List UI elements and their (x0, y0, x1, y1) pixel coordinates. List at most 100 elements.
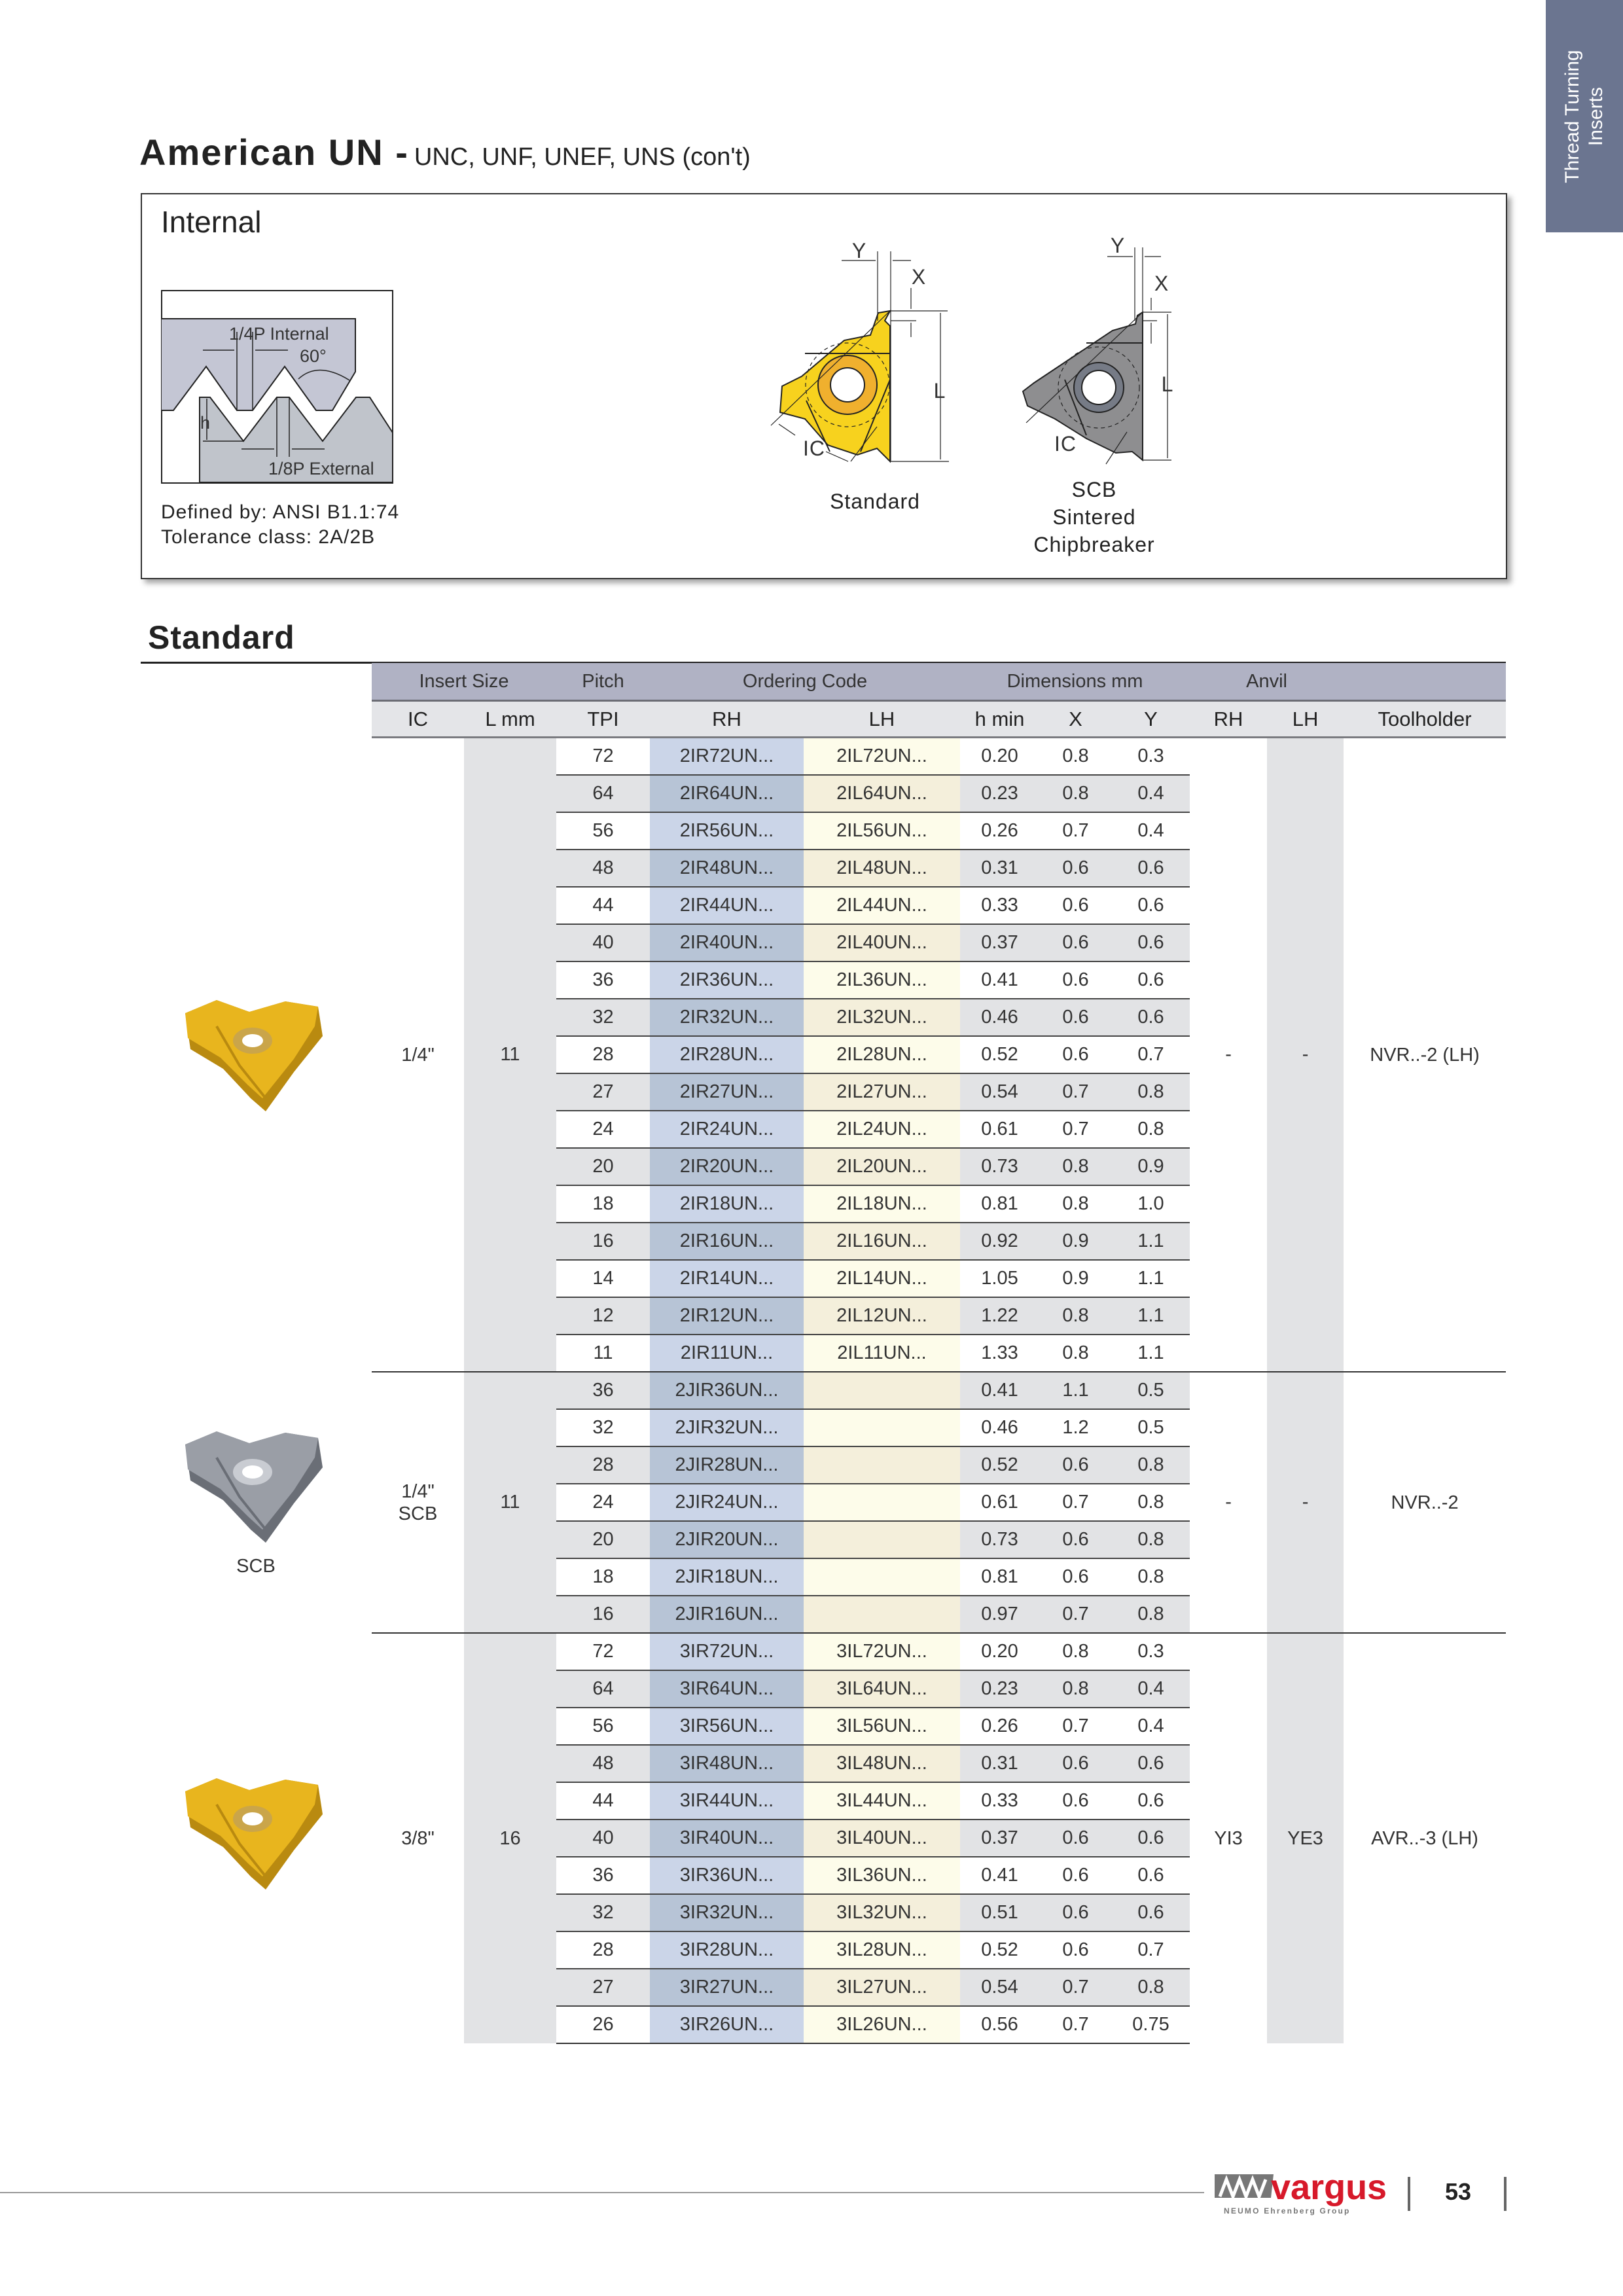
page-title: American UN - UNC, UNF, UNEF, UNS (con't) (139, 131, 751, 173)
cell-order-lh: 2IL56UN... (804, 812, 960, 850)
cell-x: 0.7 (1039, 812, 1112, 850)
column-header-y: Y (1112, 700, 1190, 738)
cell-h-min: 0.46 (960, 1408, 1039, 1446)
scb-dim-ic-label: IC (1054, 432, 1077, 456)
cell-tpi: 56 (556, 1707, 650, 1745)
cell-h-min: 0.46 (960, 998, 1039, 1036)
cell-h-min: 0.23 (960, 774, 1039, 812)
cell-x: 0.6 (1039, 998, 1112, 1036)
cell-tpi: 14 (556, 1259, 650, 1297)
cell-tpi: 16 (556, 1222, 650, 1260)
cell-order-lh: 2IL48UN... (804, 849, 960, 887)
cell-x: 0.6 (1039, 1744, 1112, 1782)
dim-l-label: L (934, 379, 946, 403)
cell-tpi: 48 (556, 1744, 650, 1782)
cell-order-rh: 2IR24UN... (650, 1110, 804, 1148)
heading-rule (141, 662, 1506, 664)
cell-h-min: 0.33 (960, 886, 1039, 924)
cell-y: 0.6 (1112, 1782, 1190, 1820)
cell-x: 0.8 (1039, 1147, 1112, 1185)
section-tab[interactable]: Thread Turning Inserts (1546, 0, 1623, 232)
cell-y: 0.6 (1112, 924, 1190, 961)
cell-x: 0.6 (1039, 924, 1112, 961)
cell-toolholder: NVR..-2 (LH) (1344, 737, 1507, 1372)
cell-order-rh: 2JIR36UN... (650, 1371, 804, 1409)
cell-h-min: 0.26 (960, 812, 1039, 850)
cell-order-lh (804, 1446, 960, 1484)
cell-h-min: 0.31 (960, 849, 1039, 887)
cell-h-min: 0.37 (960, 1819, 1039, 1857)
cell-tpi: 24 (556, 1110, 650, 1148)
cell-y: 0.6 (1112, 961, 1190, 999)
cell-tpi: 32 (556, 998, 650, 1036)
cell-h-min: 0.26 (960, 1707, 1039, 1745)
cell-h-min: 0.41 (960, 1371, 1039, 1409)
table-row: 16 2IR16UN... 2IL16UN... 0.92 0.9 1.1 (372, 1222, 1506, 1260)
table-row: 28 2IR28UN... 2IL28UN... 0.52 0.6 0.7 (372, 1035, 1506, 1073)
thread-profile-diagram: 1/4P Internal 60° h 1/8P External (161, 290, 393, 484)
cell-y: 0.8 (1112, 1446, 1190, 1484)
cell-h-min: 0.20 (960, 1632, 1039, 1670)
cell-order-lh: 3IL28UN... (804, 1931, 960, 1969)
table-row: 28 3IR28UN... 3IL28UN... 0.52 0.6 0.7 (372, 1931, 1506, 1969)
logo-text: vargus (1271, 2172, 1387, 2207)
table-row: 20 2JIR20UN... 0.73 0.6 0.8 (372, 1520, 1506, 1558)
header-insert-size: Insert Size (372, 663, 556, 702)
cell-order-rh: 2JIR32UN... (650, 1408, 804, 1446)
dim-x-label: X (912, 265, 926, 289)
table-row: 20 2IR20UN... 2IL20UN... 0.73 0.8 0.9 (372, 1147, 1506, 1185)
scb-dim-x-label: X (1154, 272, 1169, 295)
table-row: 1/4" SCB 11 36 2JIR36UN... 0.41 1.1 0.5- - NVR..-… (372, 1371, 1507, 1633)
table-row: 28 2JIR28UN... 0.52 0.6 0.8 (372, 1446, 1506, 1484)
cell-order-lh: 2IL64UN... (804, 774, 960, 812)
dim-ic-label: IC (803, 437, 825, 460)
cell-order-rh: 3IR64UN... (650, 1670, 804, 1708)
table-row: 48 2IR48UN... 2IL48UN... 0.31 0.6 0.6 (372, 849, 1506, 887)
cell-y: 0.5 (1112, 1371, 1190, 1409)
cell-h-min: 0.61 (960, 1110, 1039, 1148)
cell-order-rh: 3IR48UN... (650, 1744, 804, 1782)
table-row: 11 2IR11UN... 2IL11UN... 1.33 0.8 1.1 (372, 1334, 1506, 1372)
column-header-tpi: TPI (556, 700, 650, 738)
footer-divider (1408, 2177, 1410, 2211)
cell-order-rh: 3IR28UN... (650, 1931, 804, 1969)
internal-thread-shape (161, 318, 356, 411)
table-row: 18 2IR18UN... 2IL18UN... 0.81 0.8 1.0 (372, 1185, 1506, 1223)
column-header-h-min: h min (960, 700, 1039, 738)
cell-x: 0.6 (1039, 1782, 1112, 1820)
cell-x: 0.7 (1039, 1707, 1112, 1745)
cell-order-lh: 3IL32UN... (804, 1893, 960, 1931)
cell-h-min: 0.54 (960, 1968, 1039, 2006)
cell-h-min: 0.41 (960, 961, 1039, 999)
column-header-ic: IC (372, 700, 464, 738)
internal-label: Internal (161, 205, 262, 239)
cell-order-rh: 2IR40UN... (650, 924, 804, 961)
table-row: 40 3IR40UN... 3IL40UN... 0.37 0.6 0.6 (372, 1819, 1506, 1857)
cell-h-min: 0.31 (960, 1744, 1039, 1782)
cell-y: 0.8 (1112, 1558, 1190, 1596)
cell-toolholder: AVR..-3 (LH) (1344, 1632, 1507, 2043)
cell-anvil-lh: - (1267, 1371, 1344, 1633)
cell-h-min: 0.51 (960, 1893, 1039, 1931)
cell-tpi: 12 (556, 1297, 650, 1335)
header-anvil: Anvil (1190, 663, 1344, 702)
cell-ic: 1/4" (372, 737, 464, 1372)
cell-order-rh: 3IR27UN... (650, 1968, 804, 2006)
cell-h-min: 0.56 (960, 2005, 1039, 2044)
cell-order-rh: 2IR32UN... (650, 998, 804, 1036)
cell-x: 0.8 (1039, 774, 1112, 812)
cell-y: 0.75 (1112, 2005, 1190, 2044)
cell-tpi: 36 (556, 1856, 650, 1894)
footer-divider (1504, 2177, 1507, 2211)
cell-ic-line: 1/4" (401, 1480, 435, 1502)
cell-tpi: 20 (556, 1147, 650, 1185)
cell-order-rh: 2IR36UN... (650, 961, 804, 999)
cell-h-min: 0.41 (960, 1856, 1039, 1894)
label-external: 1/8P External (268, 459, 374, 478)
cell-x: 0.6 (1039, 1856, 1112, 1894)
cell-tpi: 32 (556, 1408, 650, 1446)
cell-anvil-rh: - (1190, 737, 1268, 1372)
column-header-x: X (1039, 700, 1112, 738)
table-row: 27 2IR27UN... 2IL27UN... 0.54 0.7 0.8 (372, 1073, 1506, 1111)
cell-ic-line: 3/8" (401, 1828, 435, 1849)
